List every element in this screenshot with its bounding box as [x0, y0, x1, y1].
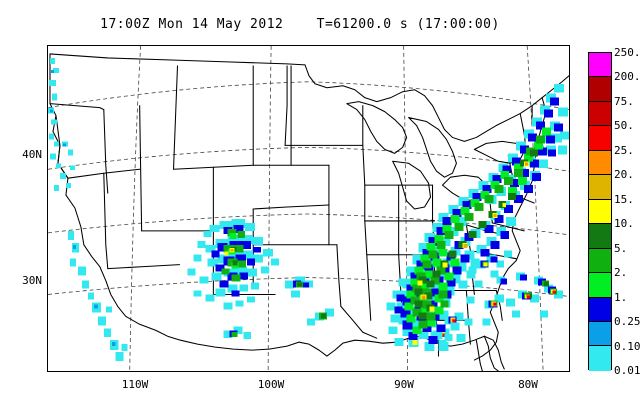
colorbar-band-2. — [589, 273, 611, 298]
colorbar-band-15. — [589, 199, 611, 225]
colorbar-band-0.25 — [589, 321, 611, 347]
colorbar-band-10. — [589, 224, 611, 249]
colorbar-band-5. — [589, 248, 611, 274]
colorbar-tick-20.: 20. — [614, 168, 634, 182]
lon-tick-110w: 110W — [121, 378, 149, 391]
colorbar-tick-75.: 75. — [614, 94, 634, 108]
colorbar-tick-0.10: 0.10 — [614, 339, 640, 353]
colorbar-band-25. — [589, 150, 611, 176]
colorbar-band-0.10 — [589, 346, 611, 371]
map-canvas — [48, 46, 569, 371]
colorbar-band-20. — [589, 175, 611, 200]
map-plot-area — [47, 45, 570, 372]
colorbar-band-75. — [589, 101, 611, 127]
colorbar-tick-250.: 250. — [614, 46, 640, 59]
colorbar-band-1. — [589, 297, 611, 322]
colorbar-tick-0.01: 0.01 — [614, 364, 640, 377]
colorbar-tick-50.: 50. — [614, 119, 634, 133]
lon-tick-90w: 90W — [394, 378, 414, 391]
precipitation-field — [48, 57, 569, 362]
colorbar-tick-0.25: 0.25 — [614, 315, 640, 329]
colorbar-band-250. — [589, 53, 611, 78]
lon-tick-100w: 100W — [257, 378, 285, 391]
colorbar-tick-2.: 2. — [614, 266, 628, 280]
colorbar-tick-10.: 10. — [614, 217, 634, 231]
colorbar — [588, 52, 612, 371]
colorbar-tick-15.: 15. — [614, 192, 634, 206]
lat-tick-30n: 30N — [22, 274, 42, 287]
colorbar-tick-25.: 25. — [614, 143, 634, 157]
lat-tick-40n: 40N — [22, 148, 42, 161]
figure-title: 17:00Z Mon 14 May 2012 T=61200.0 s (17:0… — [100, 17, 500, 32]
colorbar-band-50. — [589, 126, 611, 151]
colorbar-band-200. — [589, 77, 611, 102]
lon-tick-80w: 80W — [518, 378, 538, 391]
colorbar-tick-1.: 1. — [614, 290, 628, 304]
colorbar-tick-labels: 250. 200. 75. 50. 25. 20. 15. 10. 5. 2. 1. 0.25 0.10… — [614, 42, 640, 382]
colorbar-tick-200.: 200. — [614, 70, 640, 84]
colorbar-tick-5.: 5. — [614, 241, 628, 255]
